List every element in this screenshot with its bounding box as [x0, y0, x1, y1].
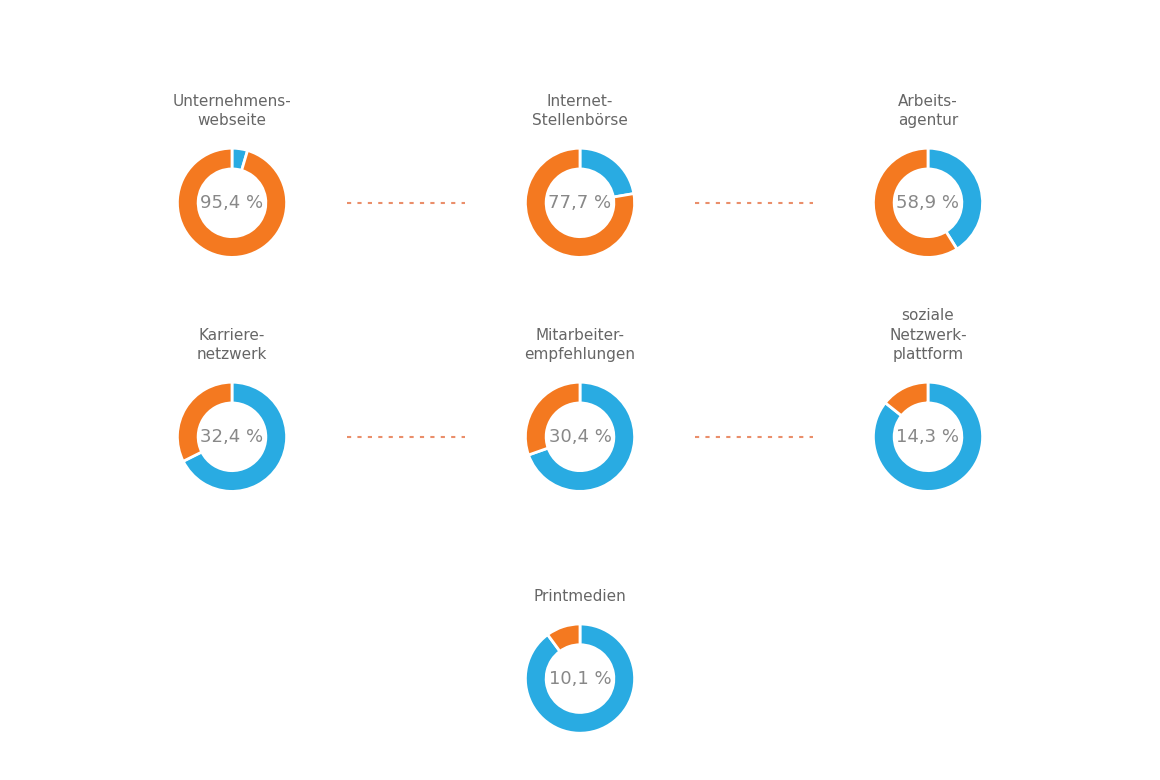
Wedge shape: [873, 148, 957, 257]
Wedge shape: [232, 148, 247, 170]
Wedge shape: [525, 624, 635, 733]
Wedge shape: [529, 382, 635, 491]
Wedge shape: [183, 382, 287, 491]
Text: Internet-
Stellenbörse: Internet- Stellenbörse: [532, 94, 628, 128]
Wedge shape: [177, 148, 287, 257]
Text: 32,4 %: 32,4 %: [201, 427, 263, 446]
Wedge shape: [525, 148, 635, 257]
Wedge shape: [873, 382, 983, 491]
Text: Printmedien: Printmedien: [534, 589, 626, 604]
Text: 95,4 %: 95,4 %: [201, 193, 263, 212]
Text: Unternehmens-
webseite: Unternehmens- webseite: [173, 94, 291, 128]
Text: soziale
Netzwerk-
plattform: soziale Netzwerk- plattform: [890, 308, 966, 362]
Wedge shape: [177, 382, 232, 461]
Text: 30,4 %: 30,4 %: [549, 427, 611, 446]
Wedge shape: [548, 624, 580, 651]
Wedge shape: [525, 382, 580, 455]
Text: Arbeits-
agentur: Arbeits- agentur: [898, 94, 958, 128]
Text: 77,7 %: 77,7 %: [549, 193, 611, 212]
Text: Mitarbeiter-
empfehlungen: Mitarbeiter- empfehlungen: [524, 328, 636, 362]
Text: Karriere-
netzwerk: Karriere- netzwerk: [197, 328, 267, 362]
Text: 10,1 %: 10,1 %: [549, 669, 611, 688]
Text: 14,3 %: 14,3 %: [897, 427, 959, 446]
Wedge shape: [885, 382, 928, 416]
Text: 58,9 %: 58,9 %: [897, 193, 959, 212]
Wedge shape: [928, 148, 983, 249]
Wedge shape: [580, 148, 633, 197]
